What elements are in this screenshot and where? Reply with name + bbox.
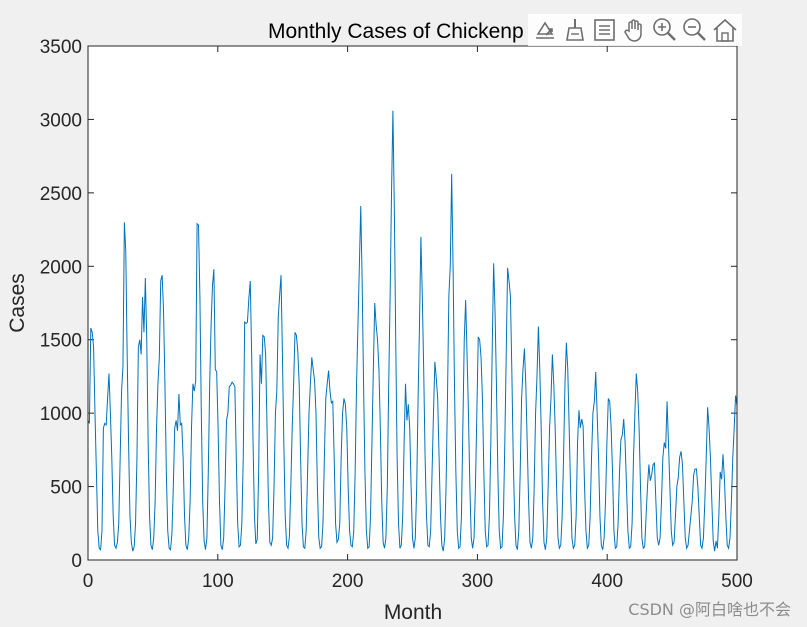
y-tick-label: 500 bbox=[50, 478, 82, 499]
x-tick-label: 500 bbox=[721, 571, 753, 592]
brush-icon[interactable] bbox=[562, 17, 588, 43]
tick-labels: 0 100 200 300 400 500 0 500 1000 1500 2000 2500 3000… bbox=[40, 37, 753, 592]
x-tick-label: 200 bbox=[332, 571, 364, 592]
axes-toolbar bbox=[528, 14, 742, 46]
y-tick-label: 1500 bbox=[40, 331, 82, 352]
y-tick-label: 2000 bbox=[40, 257, 82, 278]
zoom-in-icon[interactable] bbox=[652, 17, 678, 43]
legend-icon[interactable] bbox=[592, 17, 618, 43]
home-icon[interactable] bbox=[712, 17, 738, 43]
pan-hand-icon[interactable] bbox=[622, 17, 648, 43]
axes-box bbox=[87, 45, 738, 561]
y-tick-label: 3000 bbox=[40, 110, 82, 131]
axes-background bbox=[88, 46, 737, 560]
export-icon[interactable] bbox=[532, 17, 558, 43]
y-tick-label: 3500 bbox=[40, 37, 82, 58]
x-tick-label: 0 bbox=[83, 571, 94, 592]
y-tick-label: 0 bbox=[71, 551, 82, 572]
y-tick-label: 2500 bbox=[40, 184, 82, 205]
series-line bbox=[88, 110, 737, 552]
x-axis-label: Month bbox=[384, 601, 442, 624]
y-tick-label: 1000 bbox=[40, 404, 82, 425]
x-tick-label: 400 bbox=[591, 571, 623, 592]
x-tick-label: 300 bbox=[462, 571, 494, 592]
y-axis-label: Cases bbox=[6, 273, 29, 333]
zoom-out-icon[interactable] bbox=[682, 17, 708, 43]
watermark: CSDN @阿白啥也不会 bbox=[628, 600, 791, 619]
x-tick-label: 100 bbox=[202, 571, 234, 592]
chart-title: Monthly Cases of Chickenp bbox=[268, 20, 524, 43]
